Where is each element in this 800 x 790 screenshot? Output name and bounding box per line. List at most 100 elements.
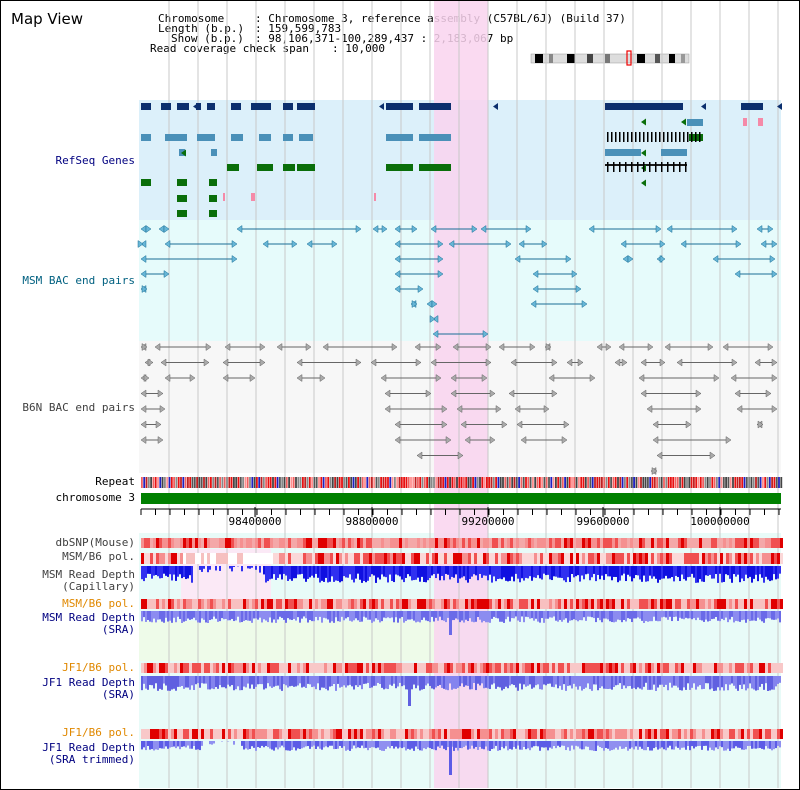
jf1-depth-bar (587, 676, 589, 684)
msm-pol-capillary-cell (519, 553, 522, 564)
jf1-trimmed-depth-bar (195, 741, 197, 750)
msm-depth-sra-bar (185, 611, 187, 621)
msm-depth-capillary-bar (409, 566, 411, 577)
msm-depth-sra-bar (357, 611, 359, 621)
refseq-genes[interactable] (141, 103, 782, 217)
jf1-depth-bar (521, 676, 523, 690)
jf1-trimmed-depth-bar (189, 741, 191, 749)
msm-depth-sra-bar (149, 611, 151, 622)
polymorphism-and-depth-tracks[interactable] (141, 538, 783, 775)
msm-depth-sra-bar (709, 611, 711, 621)
dbsnp-heat-cell (384, 538, 387, 548)
jf1-depth-label[interactable]: JF1 Read Depth (42, 676, 135, 689)
msm-depth-capillary-bar (199, 566, 201, 570)
msm-depth-capillary-bar (699, 566, 701, 580)
msm-pol-capillary-label[interactable]: MSM/B6 pol. (62, 550, 135, 563)
msm-depth-sra-bar (167, 611, 169, 622)
msm-depth-sra-bar (533, 611, 535, 621)
msm-depth-capillary-bar (447, 566, 449, 575)
msm-depth-sra-bar (215, 611, 217, 619)
msm-pol-sra-cell (774, 599, 777, 609)
jf1-pol-cell (699, 663, 702, 673)
dbsnp-heat-cell (192, 538, 195, 548)
msm-depth-sra-bar (561, 611, 563, 622)
jf1-pol-trimmed-cell (597, 729, 600, 739)
repeat-element (371, 477, 373, 488)
jf1-pol-trimmed-cell (432, 729, 435, 739)
jf1-depth-bar (649, 676, 651, 690)
dbsnp-heat-cell (768, 538, 771, 548)
msm-depth-capillary-bar (453, 566, 455, 578)
jf1-pol-trimmed-cell (297, 729, 300, 739)
jf1-pol-trimmed-label[interactable]: JF1/B6 pol. (62, 726, 135, 739)
msm-depth-capillary-bar (325, 566, 327, 578)
jf1-depth-bar (717, 676, 719, 688)
msm-depth-capillary-bar (587, 566, 589, 574)
msm-depth-sra-bar (503, 611, 505, 623)
msm-depth-sra-bar (331, 611, 333, 622)
jf1-depth-bar (313, 676, 315, 687)
msm-depth-capillary-bar (643, 566, 645, 576)
jf1-trimmed-depth-bar (401, 741, 403, 749)
dbsnp-track-label[interactable]: dbSNP(Mouse) (55, 536, 135, 549)
msm-bac-track-label[interactable]: MSM BAC end pairs (22, 274, 135, 287)
msm-depth-sra-bar (589, 611, 591, 617)
jf1-depth-bar (219, 676, 221, 686)
msm-pol-sra-cell (600, 599, 603, 609)
msm-pol-sra-cell (243, 599, 246, 609)
jf1-pol-trimmed-cell (246, 729, 249, 739)
gene-feature (209, 179, 217, 186)
jf1-trimmed-depth-label[interactable]: JF1 Read Depth (42, 741, 135, 754)
jf1-pol-trimmed-cell (414, 729, 417, 739)
jf1-trimmed-depth-bar (289, 741, 291, 751)
jf1-pol-label[interactable]: JF1/B6 pol. (62, 661, 135, 674)
jf1-depth-bar (175, 676, 177, 691)
jf1-pol-trimmed-cell (426, 729, 429, 739)
msm-depth-sra-bar (327, 611, 329, 620)
msm-depth-capillary-label[interactable]: MSM Read Depth (42, 568, 135, 581)
msm-depth-sra-bar (683, 611, 685, 620)
msm-depth-capillary-bar (419, 566, 421, 582)
bac-end (664, 343, 671, 351)
repeat-track[interactable] (141, 477, 783, 488)
jf1-trimmed-depth-bar (593, 741, 595, 751)
b6n-bac-track-label[interactable]: B6N BAC end pairs (22, 401, 135, 414)
msm-pol-capillary-cell (561, 553, 564, 564)
msm-pol-sra-label[interactable]: MSM/B6 pol. (62, 597, 135, 610)
jf1-pol-trimmed-cell (318, 729, 321, 739)
bac-end (163, 270, 170, 278)
msm-depth-capillary-bar (723, 566, 725, 582)
jf1-trimmed-depth-bar (173, 741, 175, 747)
jf1-pol-cell (423, 663, 426, 673)
jf1-depth-bar (729, 676, 731, 685)
msm-depth-sra-bar (625, 611, 627, 622)
chromosome-ideogram[interactable] (530, 50, 690, 66)
jf1-pol-cell (561, 663, 564, 673)
msm-depth-sra-bar (663, 611, 665, 617)
msm-depth-capillary-bar (317, 566, 319, 578)
jf1-pol-cell (372, 663, 375, 673)
msm-bac-pairs[interactable] (137, 225, 778, 338)
jf1-depth-bar (457, 676, 459, 688)
gene-feature (419, 134, 451, 141)
jf1-pol-trimmed-cell (423, 729, 426, 739)
jf1-pol-trimmed-cell (588, 729, 591, 739)
dbsnp-heat-cell (336, 538, 339, 548)
jf1-depth-bar (301, 676, 303, 688)
jf1-depth-bar (421, 676, 423, 690)
jf1-pol-trimmed-cell (288, 729, 291, 739)
jf1-pol-trimmed-cell (621, 729, 624, 739)
b6n-bac-pairs[interactable] (140, 343, 778, 475)
msm-depth-sra-label[interactable]: MSM Read Depth (42, 611, 135, 624)
msm-depth-capillary-bar (249, 566, 251, 569)
jf1-trimmed-depth-bar (475, 741, 477, 747)
bac-end (384, 405, 391, 413)
jf1-pol-trimmed-cell (159, 729, 162, 739)
repeat-element (226, 477, 228, 488)
refseq-track-label[interactable]: RefSeq Genes (55, 154, 135, 167)
msm-depth-capillary-bar (707, 566, 709, 576)
msm-depth-sra-bar (719, 611, 721, 622)
msm-depth-sra-bar (465, 611, 467, 620)
jf1-pol-cell (684, 663, 687, 673)
msm-depth-sra-bar (219, 611, 221, 622)
